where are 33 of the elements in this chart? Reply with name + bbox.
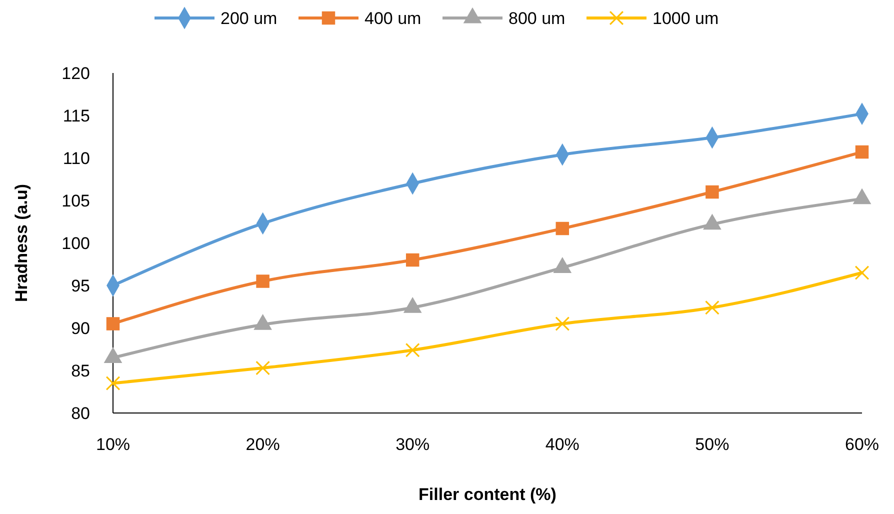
y-tick-label: 115 [62,106,90,126]
legend-label: 1000 um [652,8,719,28]
y-tick-label: 95 [71,276,90,296]
y-tick-label: 85 [71,361,90,380]
y-axis-title: Hradness (a.u) [12,184,31,302]
point [405,342,420,358]
point [854,266,870,280]
x-tick-label: 40% [545,435,580,454]
x-axis-title: Filler content (%) [418,485,556,504]
y-tick-label: 90 [71,318,90,338]
point [855,145,869,159]
point [106,376,120,390]
x-tick-label: 10% [96,435,130,454]
x-tick-label: 20% [246,435,280,454]
x-tick-label: 50% [695,435,730,454]
point [704,300,720,315]
y-tick-label: 120 [62,64,90,83]
point [106,317,120,330]
legend-label: 200 um [220,8,278,28]
y-tick-label: 105 [62,191,90,210]
x-tick-label: 30% [396,435,430,454]
y-tick-label: 100 [62,234,90,253]
legend-label: 800 um [508,8,566,28]
point [706,185,719,199]
point [406,253,420,267]
legend-label: 400 um [364,8,422,28]
y-tick-label: 110 [62,148,90,168]
point [555,316,570,331]
point [256,274,270,288]
point [556,222,570,236]
x-tick-label: 60% [844,435,880,454]
point [256,360,270,376]
y-tick-label: 80 [71,404,90,423]
